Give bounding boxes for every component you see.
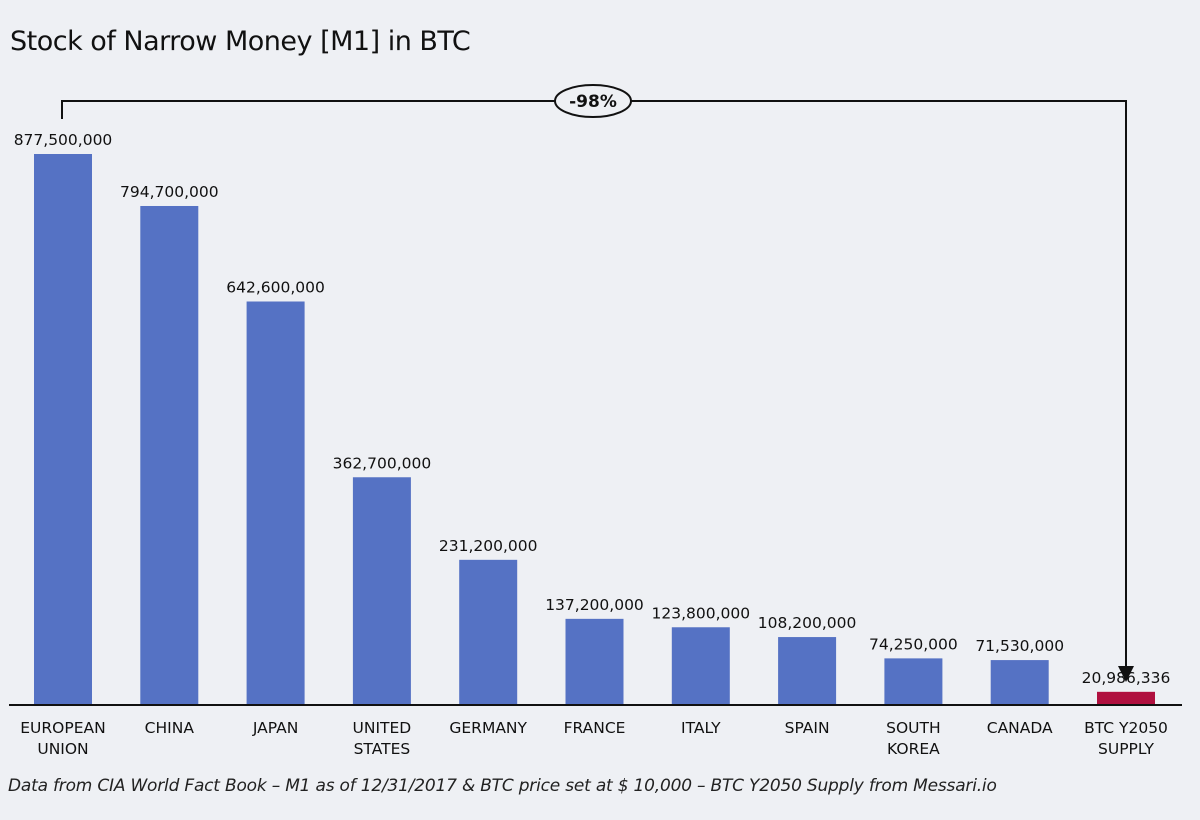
x-tick-label: CANADA xyxy=(987,719,1053,737)
bar xyxy=(671,627,730,705)
x-tick-label: JAPAN xyxy=(252,719,298,737)
data-label: 137,200,000 xyxy=(545,596,644,614)
data-label: 642,600,000 xyxy=(226,278,325,296)
bar xyxy=(565,618,624,705)
arrow-head-icon xyxy=(1118,666,1134,682)
data-label: 71,530,000 xyxy=(975,637,1064,655)
bar xyxy=(352,477,411,705)
x-tick-label: GERMANY xyxy=(449,719,527,737)
bracket-arrow-line xyxy=(61,100,1127,668)
x-tick-label: SUPPLY xyxy=(1098,740,1154,758)
bar xyxy=(884,658,943,705)
data-label: 794,700,000 xyxy=(120,183,219,201)
footnote: Data from CIA World Fact Book – M1 as of… xyxy=(8,776,997,796)
bar xyxy=(246,301,305,705)
bar xyxy=(990,660,1049,705)
x-tick-label: UNION xyxy=(37,740,88,758)
x-tick-label: STATES xyxy=(354,740,411,758)
data-label: 123,800,000 xyxy=(651,604,750,622)
data-label: 74,250,000 xyxy=(869,635,958,653)
data-label: 108,200,000 xyxy=(758,614,857,632)
data-label: 231,200,000 xyxy=(439,537,538,555)
data-label: 362,700,000 xyxy=(333,454,432,472)
chart-title: Stock of Narrow Money [M1] in BTC xyxy=(10,26,471,57)
x-tick-label: SOUTH xyxy=(886,719,941,737)
x-tick-label: CHINA xyxy=(145,719,195,737)
x-tick-label: ITALY xyxy=(681,719,721,737)
x-tick-label: UNITED xyxy=(353,719,412,737)
bar xyxy=(1097,691,1155,705)
x-tick-label: SPAIN xyxy=(785,719,830,737)
bar xyxy=(778,637,837,705)
x-tick-label: FRANCE xyxy=(564,719,626,737)
x-tick-label: EUROPEAN xyxy=(20,719,105,737)
bar xyxy=(140,205,199,705)
annotation-label: -98% xyxy=(569,92,617,112)
bar xyxy=(459,559,518,705)
annotation-oval xyxy=(554,84,632,118)
data-label: 877,500,000 xyxy=(14,131,113,149)
x-tick-label: KOREA xyxy=(887,740,940,758)
bar xyxy=(34,154,92,705)
x-tick-label: BTC Y2050 xyxy=(1084,719,1168,737)
